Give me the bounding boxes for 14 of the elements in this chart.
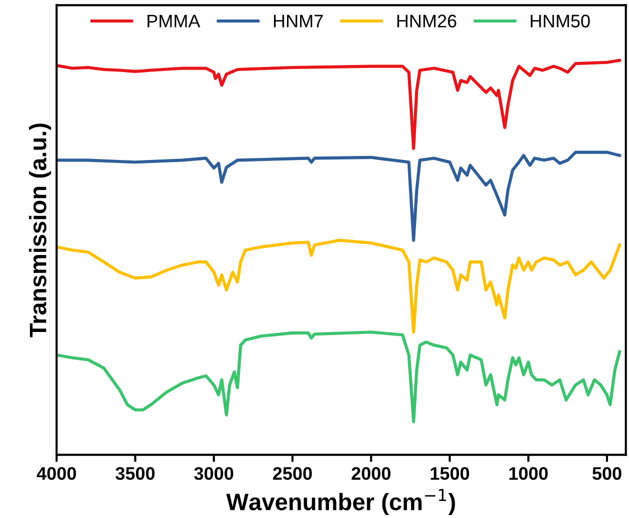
x-axis-title: Wavenumber (cm$^{−1}$)	[226, 488, 455, 515]
x-tick-label: 1000	[509, 467, 548, 480]
x-tick-label: 3000	[194, 467, 234, 480]
x-tick-label: 2000	[352, 467, 390, 480]
x-tick-label: 500	[592, 467, 622, 480]
x-tick-label: 2500	[273, 467, 312, 480]
legend-label: HNM26	[397, 14, 456, 28]
x-tick-label: 3500	[116, 467, 155, 480]
legend-label: PMMA	[148, 14, 200, 28]
x-tick-label: 4000	[36, 467, 76, 480]
legend-label: HNM7	[274, 14, 323, 28]
x-tick-label: 1500	[430, 467, 470, 480]
legend-label: HNM50	[530, 14, 590, 28]
y-axis-title: Transmission (a.u.)	[29, 124, 52, 338]
